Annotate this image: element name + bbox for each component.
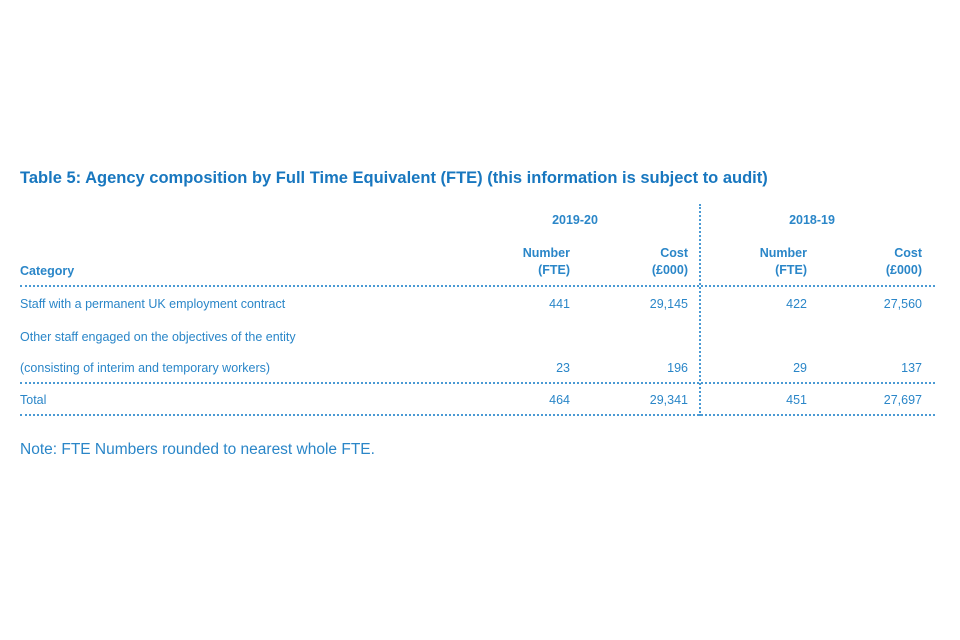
number-header-2019-20: Number [522,246,570,260]
number-unit-2018-19: (FTE) [775,263,807,277]
total-divider [20,382,935,384]
page-title: Table 5: Agency composition by Full Time… [20,169,768,187]
total-cost-2019-20: 29,341 [649,393,688,407]
total-number-2018-19: 451 [786,393,807,407]
row-cost-2018-19: 137 [901,361,922,375]
row-category: (consisting of interim and temporary wor… [20,361,271,375]
number-unit-2019-20: (FTE) [538,263,570,277]
category-header: Category [20,264,75,278]
year-header-2018-19: 2018-19 [789,213,835,227]
cost-header-2018-19: Cost [894,246,922,260]
total-label: Total [20,393,47,407]
row-cost-2019-20: 196 [667,361,688,375]
table-note: Note: FTE Numbers rounded to nearest who… [20,441,375,458]
total-cost-2018-19: 27,697 [883,393,922,407]
cost-unit-2019-20: (£000) [651,263,688,277]
row-number-2019-20: 23 [556,361,570,375]
row-number-2018-19: 422 [786,297,807,311]
row-cost-2019-20: 29,145 [649,297,688,311]
cost-header-2019-20: Cost [660,246,688,260]
row-cost-2018-19: 27,560 [883,297,922,311]
row-category: Other staff engaged on the objectives of… [20,330,296,344]
number-header-2018-19: Number [759,246,807,260]
cost-unit-2018-19: (£000) [885,263,922,277]
year-separator [699,204,701,416]
header-divider [20,285,935,287]
row-number-2018-19: 29 [793,361,807,375]
row-number-2019-20: 441 [549,297,570,311]
row-category: Staff with a permanent UK employment con… [20,297,286,311]
year-header-2019-20: 2019-20 [552,213,598,227]
table-bottom-divider [20,414,935,416]
total-number-2019-20: 464 [549,393,570,407]
